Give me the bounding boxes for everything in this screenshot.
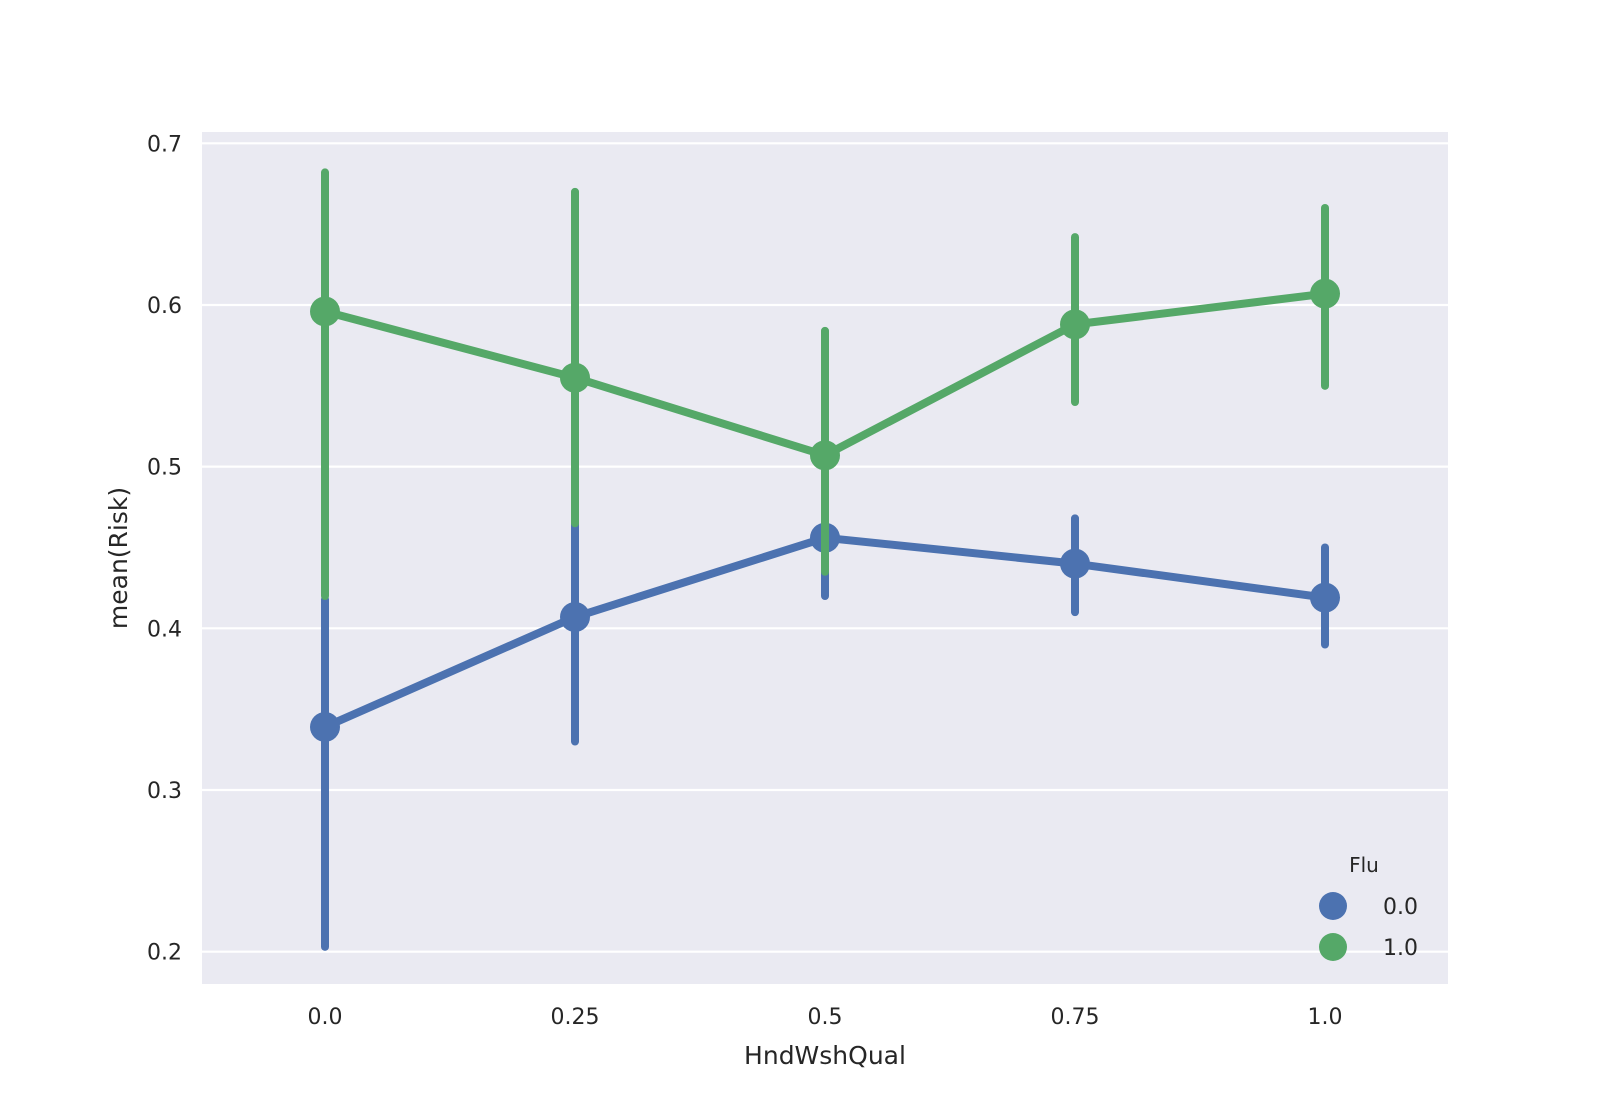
legend-marker [1319,933,1347,961]
y-tick-label: 0.4 [147,617,182,642]
series-0 [310,494,1340,951]
y-tick-label: 0.2 [147,941,182,966]
data-point [1310,278,1340,309]
y-axis-label: mean(Risk) [104,487,133,629]
x-tick-label: 0.0 [308,1005,343,1030]
legend-title: Flu [1349,853,1379,877]
data-point [1060,309,1090,340]
data-point [560,602,590,633]
data-point [310,711,340,742]
legend-items: 0.0 1.0 [1319,892,1418,961]
x-axis-label: HndWshQual [744,1041,906,1070]
x-tick-label: 0.25 [551,1005,600,1030]
data-point [810,440,840,471]
legend: Flu 0.0 1.0 [1319,853,1418,961]
legend-label: 1.0 [1383,936,1418,961]
data-point [560,362,590,393]
series-1 [310,168,1340,600]
x-tick-label: 0.5 [808,1005,843,1030]
legend-marker [1319,892,1347,920]
legend-label: 0.0 [1383,895,1418,920]
x-tick-label: 1.0 [1308,1005,1343,1030]
data-point [1310,582,1340,613]
y-tick-label: 0.7 [147,132,182,157]
data-point [1060,548,1090,579]
y-tick-label: 0.3 [147,779,182,804]
y-tick-labels: 0.2 0.3 0.4 0.5 0.6 0.7 [147,132,182,965]
data-point [310,296,340,327]
y-tick-label: 0.5 [147,456,182,481]
y-tick-label: 0.6 [147,294,182,319]
x-tick-label: 0.75 [1051,1005,1100,1030]
x-tick-labels: 0.0 0.25 0.5 0.75 1.0 [308,1005,1343,1030]
data-layer [310,168,1340,951]
